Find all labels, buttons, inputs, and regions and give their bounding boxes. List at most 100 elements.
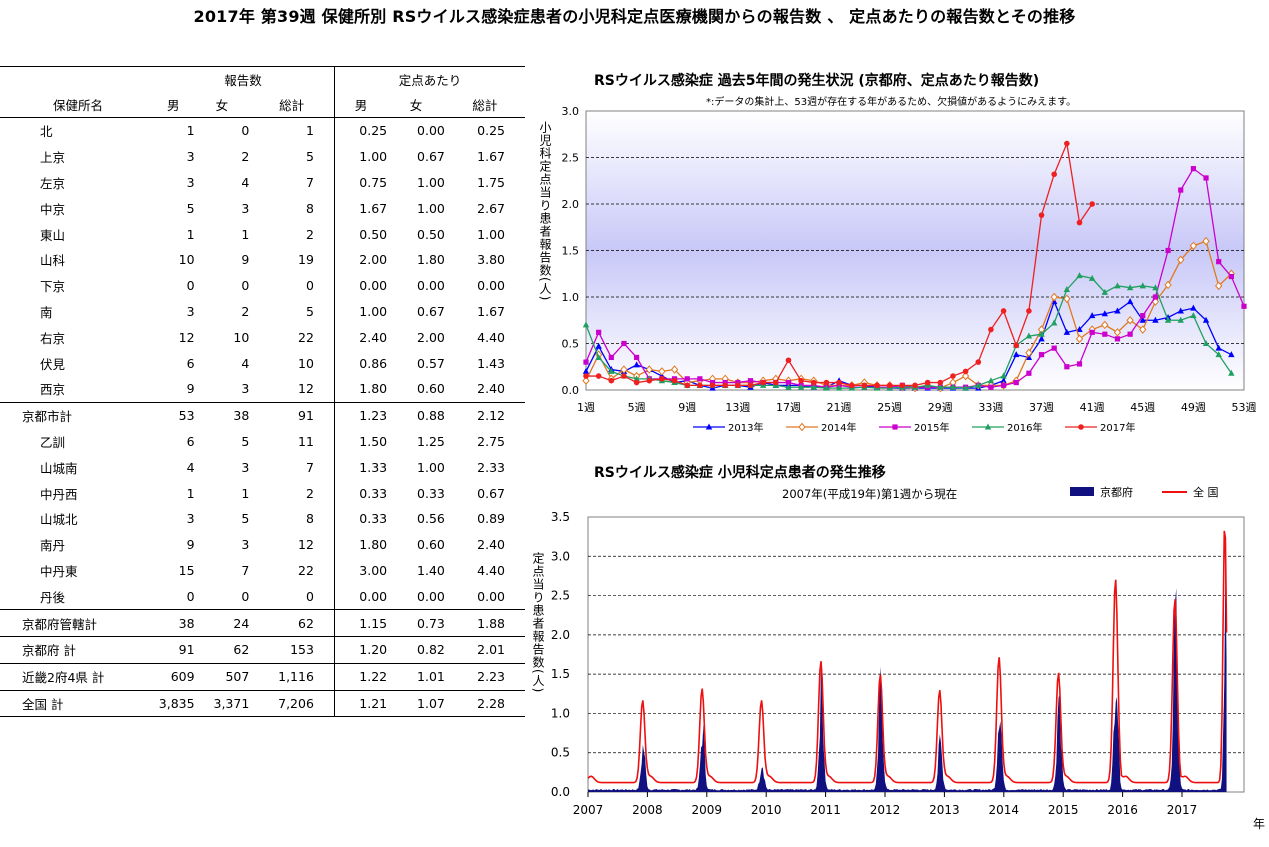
chart1-point bbox=[810, 383, 817, 390]
chart1-point bbox=[1228, 369, 1235, 376]
cell-female-per: 1.07 bbox=[387, 689, 445, 718]
cell-female-count: 62 bbox=[194, 635, 250, 664]
chart1-point bbox=[899, 383, 906, 390]
chart2-ytick: 2.5 bbox=[551, 589, 570, 603]
chart1-point bbox=[746, 378, 755, 387]
chart1-point bbox=[684, 382, 691, 389]
chart1-point bbox=[874, 382, 880, 389]
chart1-point bbox=[1139, 325, 1147, 334]
cell-male-count: 4 bbox=[186, 459, 195, 475]
chart1-point bbox=[1152, 294, 1159, 300]
sub-header-male: 男 bbox=[152, 92, 195, 118]
cell-male-count: 3,835 bbox=[152, 689, 195, 718]
cell-female-per: 0.00 bbox=[417, 588, 445, 604]
chart1-point bbox=[999, 381, 1008, 390]
chart1-point bbox=[709, 384, 716, 391]
chart1-point bbox=[1089, 201, 1095, 207]
chart1-point bbox=[734, 381, 742, 388]
cell-female-per: 2.00 bbox=[417, 329, 445, 345]
chart1-point bbox=[620, 365, 628, 374]
chart1-point bbox=[1088, 325, 1096, 334]
cell-male-count: 609 bbox=[152, 662, 195, 691]
chart1-point bbox=[684, 377, 691, 384]
chart1-point bbox=[583, 359, 589, 365]
chart1-series-line-2014年 bbox=[585, 240, 1232, 389]
chart1-point bbox=[810, 379, 817, 386]
chart1-legend-label: 2014年 bbox=[821, 421, 856, 434]
chart1-subtitle: *:データの集計上、53週が存在する年があるため、欠損値があるようにみえます。 bbox=[706, 97, 1077, 108]
chart1-point bbox=[835, 381, 843, 390]
cell-female-count: 4 bbox=[241, 355, 250, 371]
cell-male-per: 0.00 bbox=[333, 583, 388, 610]
chart1-point bbox=[1152, 284, 1159, 291]
chart1-point bbox=[1037, 325, 1046, 334]
cell-total-per: 0.00 bbox=[477, 278, 505, 294]
chart1-point bbox=[785, 379, 792, 386]
chart1-xtick: 33週 bbox=[978, 401, 1003, 414]
chart1-point bbox=[759, 379, 767, 386]
cell-total-per: 2.28 bbox=[444, 689, 525, 718]
table-row: 上京 3 2 5 1.00 0.67 1.67 bbox=[0, 143, 525, 170]
cell-female-per: 0.50 bbox=[417, 226, 445, 242]
chart1-point bbox=[659, 376, 665, 382]
chart1-point bbox=[912, 382, 918, 389]
cell-male-count: 91 bbox=[152, 635, 195, 664]
cell-female-count: 1 bbox=[241, 226, 250, 242]
chart1-legend-label: 2015年 bbox=[914, 421, 949, 434]
sub-header-female: 女 bbox=[194, 92, 250, 118]
cell-total-count: 5 bbox=[305, 149, 314, 165]
table-row: 全国 計 3,835 3,371 7,206 1.21 1.07 2.28 bbox=[0, 689, 525, 718]
cell-male-per: 1.23 bbox=[333, 401, 388, 429]
row-name: 西京 bbox=[40, 382, 66, 398]
cell-total-per: 0.00 bbox=[477, 588, 505, 604]
chart1-legend-marker bbox=[705, 423, 713, 430]
cell-female-count: 3 bbox=[241, 200, 250, 216]
cell-female-per: 0.67 bbox=[417, 149, 445, 165]
cell-female-count: 507 bbox=[194, 662, 250, 691]
cell-female-count: 7 bbox=[241, 562, 250, 578]
table-row: 近畿2府4県 計 609 507 1,116 1.22 1.01 2.23 bbox=[0, 662, 525, 691]
chart1-point bbox=[747, 382, 754, 389]
chart1-point bbox=[1050, 298, 1058, 305]
cell-male-per: 3.00 bbox=[333, 557, 388, 584]
chart1-point bbox=[1113, 328, 1122, 337]
chart1-point bbox=[1139, 282, 1146, 289]
chart1-xtick: 45週 bbox=[1130, 401, 1155, 414]
chart1-point bbox=[658, 377, 666, 384]
chart1-point bbox=[747, 378, 754, 384]
cell-female-per: 0.60 bbox=[417, 537, 445, 553]
cell-total-per: 2.40 bbox=[477, 537, 505, 553]
cell-male-count: 38 bbox=[152, 609, 195, 637]
chart1-point bbox=[683, 378, 691, 387]
cell-male-count: 10 bbox=[178, 252, 195, 268]
chart1-ytick: 3.0 bbox=[562, 105, 580, 118]
row-name: 東山 bbox=[40, 227, 66, 243]
row-name: 中丹東 bbox=[40, 563, 78, 579]
chart1-point bbox=[823, 384, 830, 390]
chart1-plot-area bbox=[585, 110, 1245, 391]
chart1-point bbox=[861, 384, 867, 390]
chart1-point bbox=[785, 383, 792, 390]
chart1-point bbox=[1227, 269, 1236, 279]
chart1-point bbox=[1063, 328, 1071, 335]
chart1-point bbox=[1215, 344, 1222, 351]
chart1-point bbox=[582, 376, 590, 385]
chart1-legend-marker bbox=[1078, 424, 1084, 430]
chart1-point bbox=[760, 379, 766, 386]
chart1-point bbox=[886, 382, 893, 389]
chart1-point bbox=[1126, 284, 1134, 291]
chart1-point bbox=[1202, 236, 1210, 246]
table-group-header: 報告数 定点あたり bbox=[0, 66, 525, 92]
chart1-point bbox=[937, 383, 944, 390]
chart1-point bbox=[911, 383, 919, 393]
chart1-legend-marker bbox=[798, 422, 806, 432]
chart1-point bbox=[1165, 247, 1171, 254]
chart1-point bbox=[798, 377, 804, 384]
chart1-point bbox=[1026, 370, 1032, 376]
cell-male-count: 3 bbox=[186, 149, 195, 165]
chart1-point bbox=[811, 382, 817, 388]
cell-male-count: 1 bbox=[186, 123, 195, 139]
chart1-point bbox=[608, 354, 614, 361]
chart1-point bbox=[759, 381, 767, 388]
cell-female-count: 4 bbox=[241, 174, 250, 190]
